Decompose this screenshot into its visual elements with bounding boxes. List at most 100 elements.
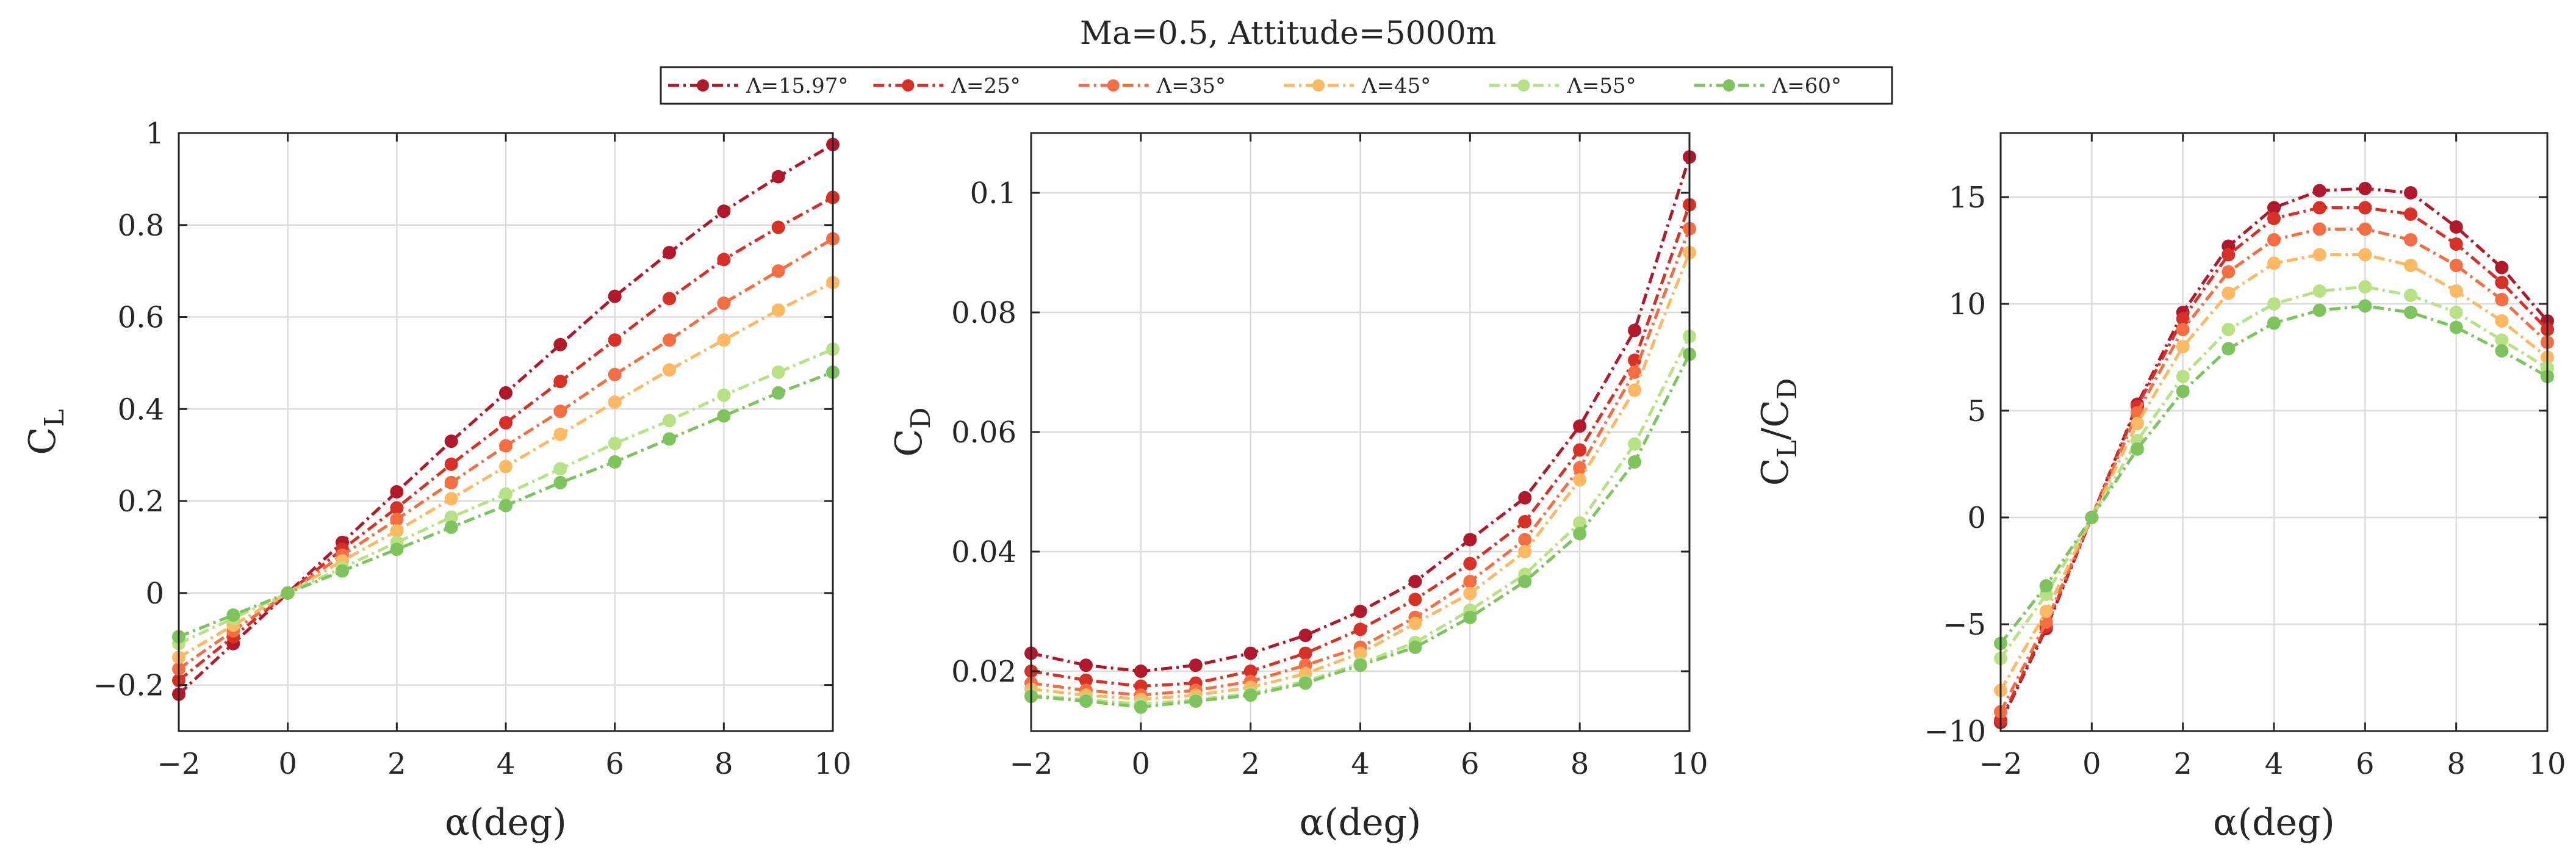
data-point [2267, 212, 2281, 225]
data-point [1243, 665, 1257, 678]
data-point [2222, 286, 2236, 300]
x-tick-label: −2 [1979, 747, 2023, 781]
data-point [2312, 222, 2326, 236]
legend-label: Λ=60° [1772, 74, 1841, 98]
y-axis-label-text: /C [1754, 400, 1797, 440]
series [1994, 299, 2554, 650]
legend-label: Λ=25° [951, 74, 1020, 98]
y-axis-label: CL/CD [1754, 378, 1803, 486]
data-point [2449, 220, 2463, 234]
data-point [444, 434, 458, 449]
data-point [1298, 676, 1312, 690]
data-point [1079, 673, 1093, 687]
data-point [1463, 610, 1477, 624]
series [1024, 198, 1696, 693]
data-point [1189, 694, 1203, 708]
data-point [771, 366, 785, 379]
x-tick-label: 10 [1671, 747, 1708, 781]
data-point [1628, 383, 1642, 397]
data-point [2131, 442, 2144, 456]
data-point [390, 501, 404, 515]
legend-marker [902, 79, 915, 92]
y-tick-label: 0.6 [118, 301, 164, 335]
data-point [1518, 575, 1532, 588]
data-point [2039, 579, 2053, 593]
data-point [2404, 306, 2417, 319]
data-point [771, 264, 785, 278]
legend-entry: Λ=15.97° [668, 74, 848, 98]
data-point [2358, 222, 2372, 236]
data-point [1518, 545, 1532, 558]
y-tick-label: 0.02 [951, 655, 1016, 689]
data-point [1463, 575, 1477, 588]
data-point [1189, 658, 1203, 672]
data-point [2267, 316, 2281, 330]
y-tick-label: 1 [145, 117, 164, 151]
y-tick-label: −10 [1924, 715, 1986, 749]
data-point [2404, 289, 2417, 302]
legend-entry: Λ=55° [1489, 74, 1636, 98]
legend-label: Λ=55° [1566, 74, 1636, 98]
data-point [2358, 201, 2372, 215]
data-point [2131, 417, 2144, 430]
data-point [2222, 342, 2236, 356]
data-point [717, 204, 731, 218]
data-point [1079, 694, 1093, 708]
data-point [608, 367, 622, 381]
data-point [1353, 622, 1367, 636]
data-point [499, 499, 513, 513]
data-point [608, 395, 622, 409]
y-tick-label: 5 [1967, 394, 1986, 428]
data-point [2404, 259, 2417, 272]
data-point [2039, 605, 2053, 618]
data-point [444, 457, 458, 471]
y-tick-label: −5 [1943, 608, 1986, 642]
data-point [663, 432, 676, 446]
data-point [2312, 184, 2326, 198]
data-point [2176, 312, 2190, 326]
y-tick-label: 10 [1949, 287, 1986, 322]
data-point [2449, 237, 2463, 251]
data-point [444, 521, 458, 535]
plot-2: −2 0 2 4 6 8 10 0.02 0.04 0.06 0.08 0.1 α(deg) CD [888, 132, 1708, 844]
plots: −2 0 2 4 6 8 10−0.200.20.40.60.81α(deg)CL−2 0 2 4… [21, 117, 2566, 844]
data-point [608, 289, 622, 303]
y-tick-label: 0.8 [118, 209, 164, 243]
data-point [1134, 700, 1148, 714]
data-point [717, 296, 731, 310]
data-point [2404, 207, 2417, 221]
data-point [2267, 256, 2281, 270]
data-point [717, 388, 731, 402]
data-point [499, 487, 513, 501]
x-tick-label: −2 [157, 747, 201, 781]
y-tick-label: 0 [145, 577, 164, 611]
data-point [2222, 323, 2236, 336]
data-point [2312, 248, 2326, 262]
data-point [608, 436, 622, 450]
data-point [390, 513, 404, 527]
data-point [1518, 491, 1532, 505]
data-point [717, 409, 731, 423]
data-point [1463, 533, 1477, 547]
x-tick-label: 8 [1570, 747, 1589, 781]
data-point [2404, 186, 2417, 200]
data-point [553, 405, 567, 419]
x-tick-label: 8 [714, 747, 733, 781]
legend-entry: Λ=35° [1078, 74, 1226, 98]
data-point [553, 375, 567, 389]
data-point [499, 459, 513, 474]
data-point [553, 462, 567, 476]
y-tick-label: 0.4 [118, 392, 164, 427]
data-point [2358, 248, 2372, 262]
x-tick-label: 4 [497, 747, 516, 781]
y-axis-label-subscript: L [39, 409, 70, 427]
data-point [663, 414, 676, 428]
data-point [2449, 284, 2463, 298]
figure-title: Ma=0.5, Attitude=5000m [1080, 15, 1496, 52]
data-point [390, 485, 404, 499]
data-point [2312, 303, 2326, 317]
y-axis-label-subscript: L [1772, 440, 1803, 458]
legend-marker [1312, 79, 1325, 92]
legend-label: Λ=45° [1361, 74, 1431, 98]
